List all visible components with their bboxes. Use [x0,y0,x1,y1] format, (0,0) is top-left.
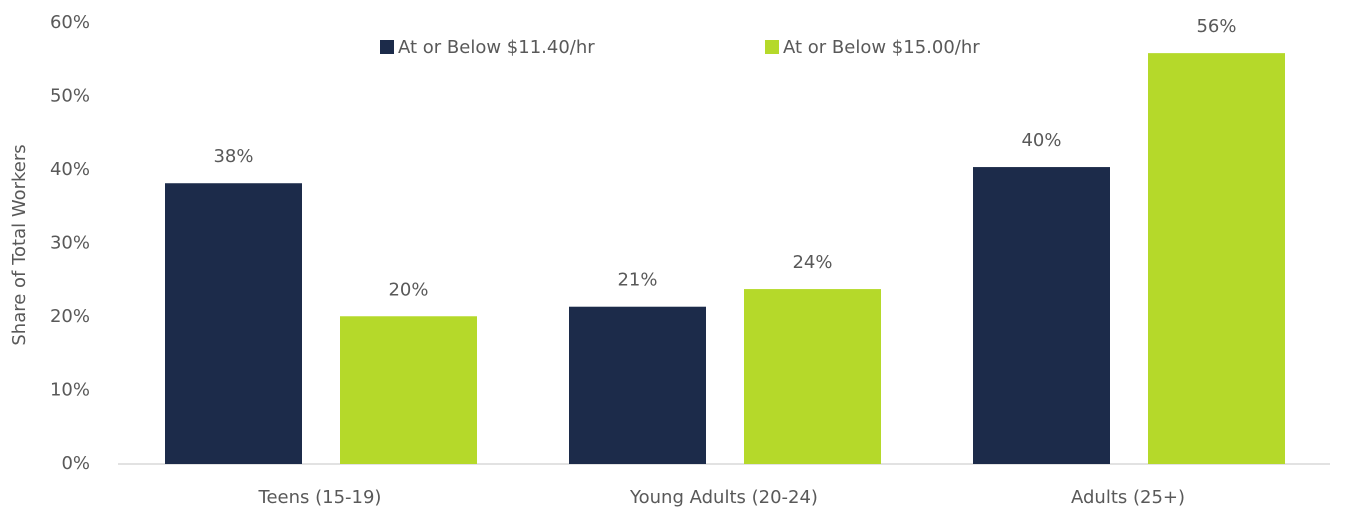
x-tick-label: Young Adults (20-24) [629,487,818,508]
bar [569,306,706,464]
y-tick-label: 20% [50,306,90,327]
y-tick-label: 30% [50,233,90,254]
data-label: 38% [213,146,253,167]
legend-label: At or Below $11.40/hr [398,37,595,58]
y-tick-label: 60% [50,12,90,33]
legend-swatch [380,40,394,54]
x-tick-label: Teens (15-19) [258,487,382,508]
data-label: 24% [792,252,832,273]
legend-swatch [765,40,779,54]
data-label: 21% [617,270,657,291]
bar [1148,53,1285,464]
x-tick-label: Adults (25+) [1071,487,1185,508]
data-label: 40% [1021,130,1061,151]
y-axis-title: Share of Total Workers [9,144,30,345]
bar [744,289,881,464]
y-tick-label: 10% [50,380,90,401]
bar [973,167,1110,464]
bar [340,316,477,464]
legend-label: At or Below $15.00/hr [783,37,980,58]
y-tick-label: 40% [50,159,90,180]
data-label: 20% [388,279,428,300]
bar [165,183,302,465]
data-label: 56% [1196,16,1236,37]
y-tick-label: 0% [61,453,90,474]
y-tick-label: 50% [50,86,90,107]
